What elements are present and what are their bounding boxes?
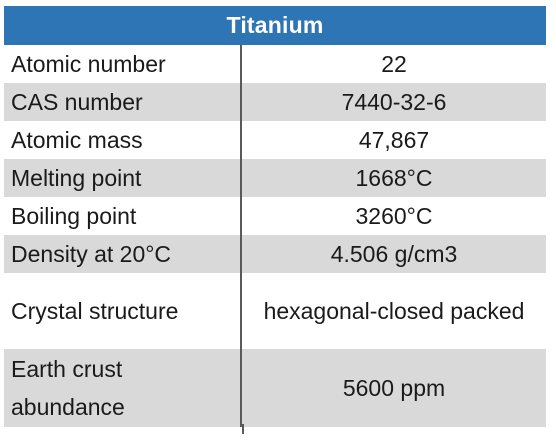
property-value: 22	[381, 50, 407, 77]
table-row-cas-number: CAS number 7440-32-6	[4, 83, 546, 121]
property-label: Melting point	[4, 159, 242, 197]
property-label: Boiling point	[4, 197, 242, 235]
property-label: Crystal structure	[4, 273, 242, 349]
property-value: 5600 ppm	[342, 374, 446, 401]
table-row-atomic-mass: Atomic mass 47,867	[4, 121, 546, 159]
table-row-atomic-number: Atomic number 22	[4, 45, 546, 83]
property-value: hexagonal-closed packed	[263, 297, 525, 324]
property-label: Density at 20°C	[4, 235, 242, 273]
property-value: 4.506 g/cm3	[330, 240, 458, 267]
property-label: Atomic mass	[4, 121, 242, 159]
property-label: Earth crust abundance	[4, 349, 242, 427]
property-value: 47,867	[358, 126, 430, 153]
property-label: CAS number	[4, 83, 242, 121]
property-value: 7440-32-6	[341, 88, 447, 115]
table-body: Atomic number 22 CAS number 7440-32-6 At…	[4, 45, 546, 427]
table-title: Titanium	[4, 6, 546, 45]
table-row-crystal-structure: Crystal structure hexagonal-closed packe…	[4, 273, 546, 349]
table-row-earth-crust-abundance: Earth crust abundance 5600 ppm	[4, 349, 546, 427]
table-row-density: Density at 20°C 4.506 g/cm3	[4, 235, 546, 273]
column-divider-tail	[242, 424, 244, 434]
table-row-melting-point: Melting point 1668°C	[4, 159, 546, 197]
table-row-boiling-point: Boiling point 3260°C	[4, 197, 546, 235]
property-value: 3260°C	[355, 202, 433, 229]
property-label: Atomic number	[4, 45, 242, 83]
property-value: 1668°C	[355, 164, 433, 191]
